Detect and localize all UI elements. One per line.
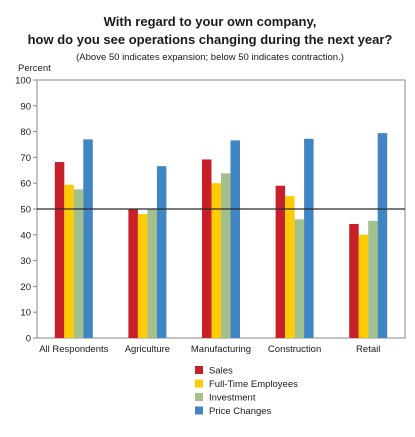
- y-tick-label: 10: [20, 308, 31, 319]
- y-tick-label: 20: [20, 282, 31, 293]
- bar-price-changes-agriculture: [156, 166, 167, 338]
- y-axis-label: Percent: [18, 63, 51, 74]
- x-tick-label: Agriculture: [125, 344, 170, 355]
- bar-full-time-employees-construction: [285, 196, 295, 338]
- bar-price-changes-construction: [304, 138, 314, 338]
- y-tick-label: 0: [26, 334, 31, 345]
- y-tick-label: 50: [20, 205, 31, 216]
- bars-group: [54, 133, 388, 338]
- x-axis: All Respondents Agriculture Manufacturing C…: [39, 344, 380, 355]
- bar-full-time-employees-manufacturing: [211, 183, 221, 338]
- bar-investment-retail: [368, 220, 378, 338]
- y-tick-label: 60: [20, 179, 31, 190]
- bar-price-changes-manufacturing: [230, 140, 240, 338]
- bar-price-changes-retail: [377, 133, 388, 338]
- y-axis: 0 10 20 30 40 50 60 70 80 90 100: [15, 76, 37, 345]
- bar-sales-all-respondents: [54, 162, 65, 338]
- chart-title-line2: how do you see operations changing durin…: [28, 32, 393, 47]
- legend-swatch: [195, 393, 203, 401]
- legend-label: Price Changes: [209, 406, 272, 417]
- bar-full-time-employees-agriculture: [137, 214, 148, 338]
- x-tick-label: Retail: [356, 344, 380, 355]
- legend-label: Sales: [209, 366, 233, 377]
- chart-title: With regard to your own company,: [104, 14, 317, 29]
- legend: Sales Full-Time Employees Investment Price …: [195, 366, 298, 417]
- x-tick-label: All Respondents: [39, 344, 108, 355]
- bar-full-time-employees-retail: [358, 234, 369, 338]
- x-tick-label: Manufacturing: [191, 344, 251, 355]
- legend-swatch: [195, 366, 203, 374]
- y-tick-label: 80: [20, 127, 31, 138]
- bar-sales-construction: [275, 185, 286, 338]
- chart-subtitle: (Above 50 indicates expansion; below 50 …: [76, 52, 344, 63]
- legend-swatch: [195, 406, 203, 415]
- bar-investment-all-respondents: [73, 189, 84, 338]
- bar-full-time-employees-all-respondents: [64, 184, 74, 338]
- bar-sales-agriculture: [128, 209, 138, 338]
- x-tick-label: Construction: [268, 344, 321, 355]
- bar-price-changes-all-respondents: [83, 139, 93, 338]
- bar-sales-manufacturing: [202, 159, 212, 338]
- y-tick-label: 100: [15, 76, 31, 87]
- y-tick-label: 90: [20, 101, 31, 112]
- bar-investment-manufacturing: [221, 173, 231, 338]
- bar-investment-construction: [294, 219, 305, 338]
- legend-swatch: [195, 379, 203, 388]
- bar-sales-retail: [349, 223, 359, 338]
- y-tick-label: 30: [20, 256, 31, 267]
- y-tick-label: 40: [20, 230, 31, 241]
- legend-label: Investment: [209, 393, 256, 404]
- y-tick-label: 70: [20, 153, 31, 164]
- bar-investment-agriculture: [147, 209, 157, 338]
- legend-label: Full-Time Employees: [209, 379, 298, 390]
